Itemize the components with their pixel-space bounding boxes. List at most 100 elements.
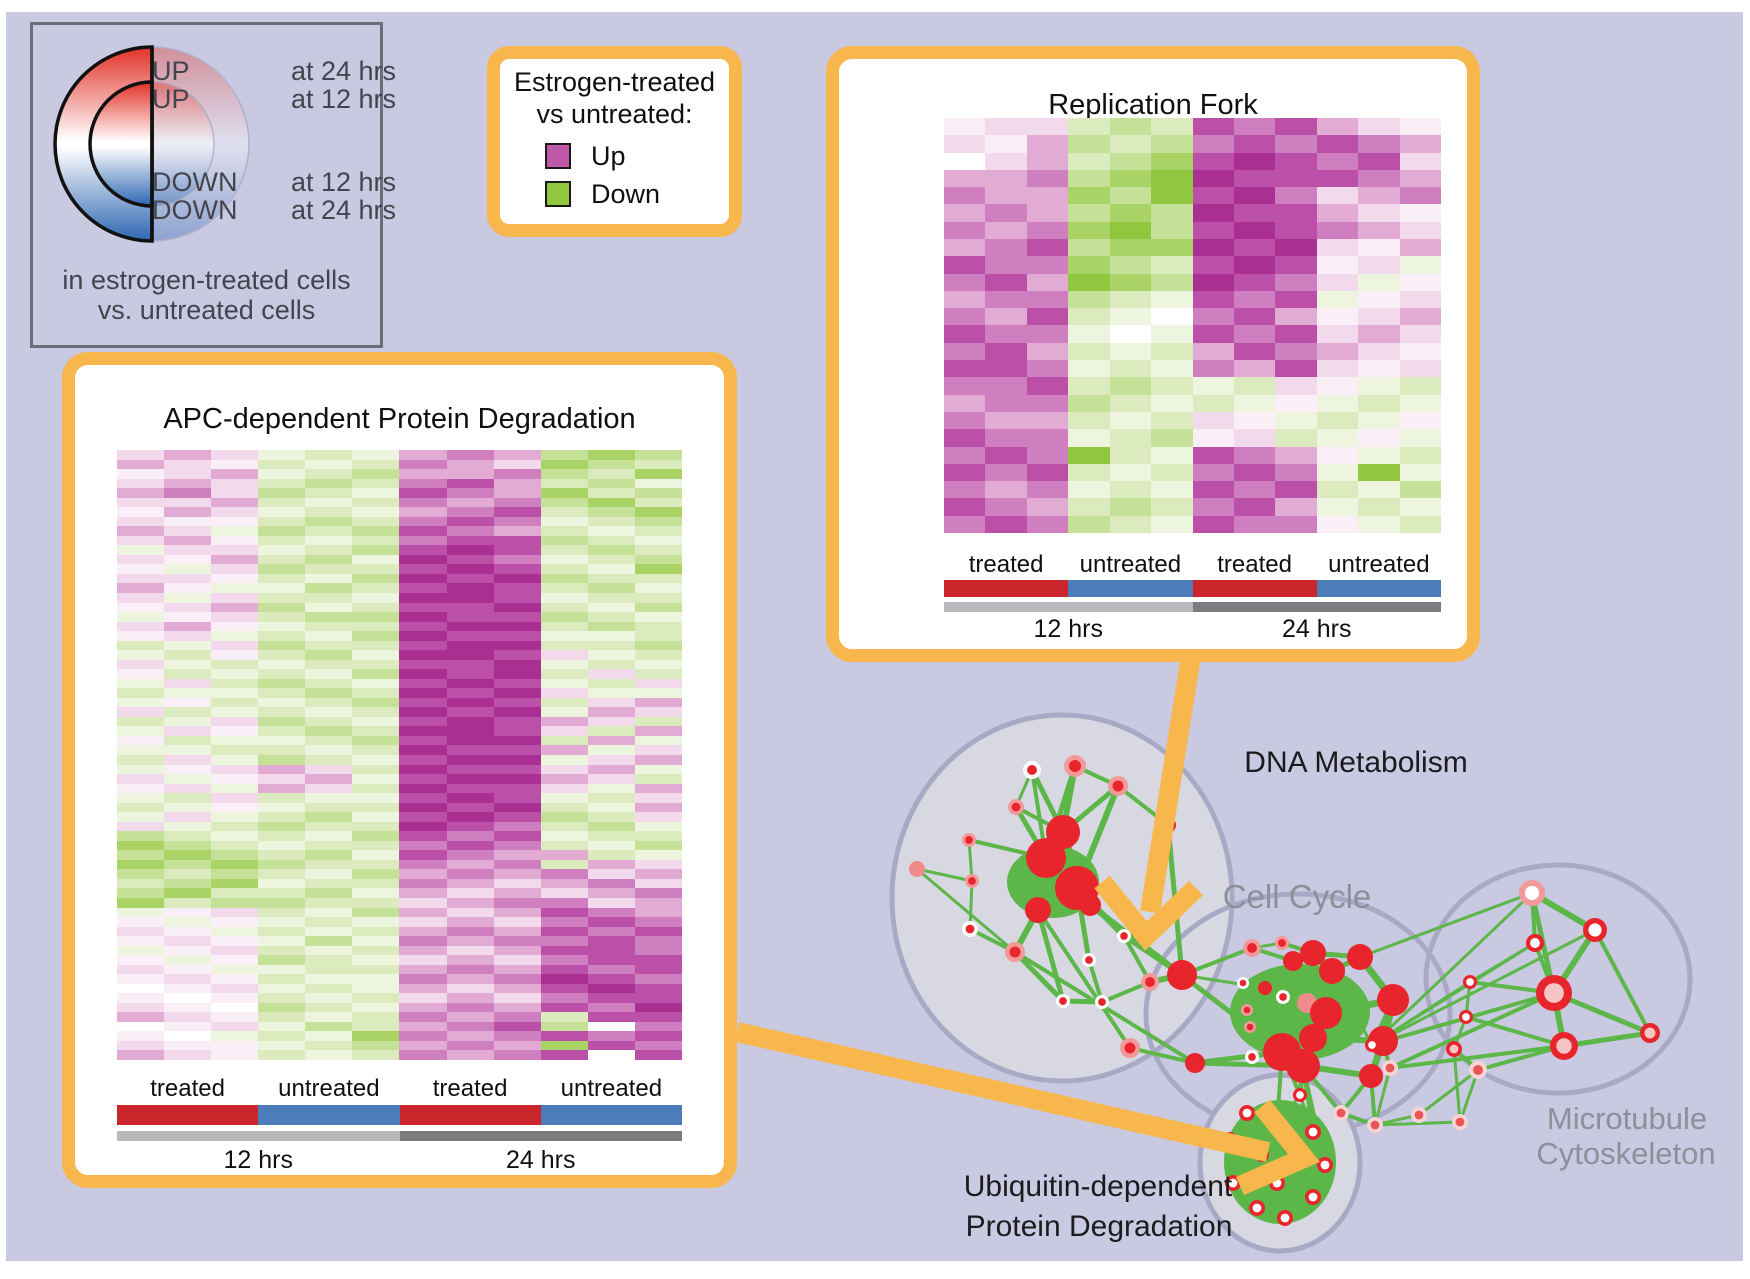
heatmap-cell bbox=[211, 945, 259, 956]
heatmap-cell bbox=[540, 631, 588, 641]
callout-arrow-shaft-0 bbox=[1140, 648, 1202, 914]
heatmap-cell bbox=[1275, 325, 1317, 343]
heatmap-cell bbox=[1068, 411, 1110, 430]
heatmap-cell bbox=[540, 840, 588, 851]
heatmap-cell bbox=[540, 450, 588, 460]
heatmap-cell bbox=[305, 564, 353, 574]
heatmap-cell bbox=[493, 497, 541, 508]
heatmap-cell bbox=[1109, 204, 1152, 222]
heatmap-cell bbox=[399, 650, 447, 660]
heatmap-cell bbox=[493, 1002, 541, 1013]
heatmap-cell bbox=[446, 840, 494, 851]
heatmap-cell bbox=[305, 802, 353, 813]
heatmap-cell bbox=[1109, 256, 1152, 274]
heatmap-cell bbox=[117, 564, 165, 574]
gene-node-core bbox=[1243, 1006, 1251, 1014]
heatmap-cell bbox=[211, 516, 259, 527]
heatmap-cell bbox=[1109, 481, 1152, 499]
heatmap-cell bbox=[117, 926, 165, 937]
network-edge bbox=[1013, 950, 1065, 1003]
heatmap-cell bbox=[985, 377, 1027, 395]
heatmap-cell bbox=[1068, 187, 1110, 205]
heatmap-cell bbox=[305, 535, 353, 546]
heatmap-cell bbox=[117, 802, 165, 813]
heatmap-cell bbox=[1399, 221, 1441, 240]
heatmap-cell bbox=[258, 545, 306, 555]
heatmap-cell bbox=[587, 478, 635, 489]
heatmap-cell bbox=[1068, 342, 1110, 361]
heatmap-cell bbox=[1275, 446, 1317, 464]
heatmap-cell bbox=[211, 1012, 259, 1022]
heatmap-cell bbox=[634, 716, 682, 727]
heatmap-cell bbox=[305, 592, 353, 603]
heatmap-cell bbox=[305, 640, 353, 651]
heatmap-cell bbox=[117, 1002, 165, 1013]
heatmap-cell bbox=[634, 974, 682, 984]
heatmap-cell bbox=[587, 983, 635, 994]
heatmap-cell bbox=[1151, 515, 1193, 533]
heatmap-cell bbox=[540, 878, 588, 889]
heatmap-cell bbox=[258, 640, 306, 651]
heatmap-cell bbox=[634, 507, 682, 517]
heatmap-cell bbox=[352, 640, 400, 651]
heatmap-cell bbox=[305, 583, 353, 593]
gene-node-core bbox=[1644, 1027, 1656, 1039]
heatmap-cell bbox=[352, 831, 400, 841]
heatmap-cell bbox=[493, 955, 541, 965]
heatmap-cell bbox=[540, 688, 588, 698]
heatmap-cell bbox=[352, 793, 400, 803]
ring-inner-right-half bbox=[151, 81, 215, 207]
heatmap-cell bbox=[985, 169, 1027, 188]
heatmap-cell bbox=[540, 974, 588, 984]
heatmap-cell bbox=[944, 169, 986, 188]
heatmap-cell bbox=[1026, 152, 1069, 170]
gene-node-core bbox=[1305, 945, 1321, 961]
heatmap-cell bbox=[399, 859, 447, 870]
heatmap-cell bbox=[117, 640, 165, 651]
network-edge bbox=[1129, 1046, 1196, 1065]
network-edge bbox=[968, 880, 974, 930]
heatmap-cell bbox=[1151, 377, 1193, 395]
heatmap-cell bbox=[258, 497, 306, 508]
heatmap-cell bbox=[446, 926, 494, 937]
down-color-swatch bbox=[545, 181, 571, 207]
heatmap-cell bbox=[634, 831, 682, 841]
heatmap-cell bbox=[493, 774, 541, 784]
heatmap-cell bbox=[1358, 515, 1400, 533]
group-label: untreated bbox=[560, 1075, 663, 1102]
heatmap-cell bbox=[1275, 239, 1317, 257]
heatmap-cell bbox=[1358, 204, 1400, 222]
heatmap-cell bbox=[587, 621, 635, 632]
heatmap-cell bbox=[1151, 481, 1193, 499]
heatmap-cell bbox=[1151, 152, 1193, 170]
heatmap-cell bbox=[1358, 152, 1400, 170]
gene-node-core bbox=[1261, 984, 1269, 992]
heatmap-cell bbox=[1399, 152, 1441, 170]
heatmap-cell bbox=[164, 993, 212, 1003]
heatmap-cell bbox=[446, 469, 494, 479]
gene-node-core bbox=[1385, 1063, 1395, 1073]
heatmap-cell bbox=[985, 221, 1027, 240]
heatmap-cell bbox=[1275, 498, 1317, 516]
heatmap-cell bbox=[634, 859, 682, 870]
heatmap-cell bbox=[1358, 394, 1400, 412]
heatmap-cell bbox=[352, 507, 400, 517]
heatmap-cell bbox=[1109, 377, 1152, 395]
heatmap-cell bbox=[117, 659, 165, 670]
heatmap-cell bbox=[305, 612, 353, 622]
heatmap-cell bbox=[1316, 342, 1359, 361]
heatmap-cell bbox=[540, 888, 588, 898]
network-edge bbox=[1330, 970, 1374, 1046]
heatmap-cell bbox=[117, 459, 165, 470]
group-bar bbox=[399, 1105, 541, 1125]
heatmap-cell bbox=[446, 859, 494, 870]
heatmap-cell bbox=[399, 545, 447, 555]
heatmap-cell bbox=[1192, 446, 1234, 464]
heatmap-cell bbox=[399, 1031, 447, 1041]
heatmap-cell bbox=[305, 497, 353, 508]
gene-node-core bbox=[1009, 946, 1021, 958]
gene-node-core bbox=[1030, 902, 1046, 918]
heatmap-cell bbox=[117, 774, 165, 784]
heatmap-cell bbox=[1233, 429, 1276, 447]
heatmap-cell bbox=[211, 964, 259, 975]
